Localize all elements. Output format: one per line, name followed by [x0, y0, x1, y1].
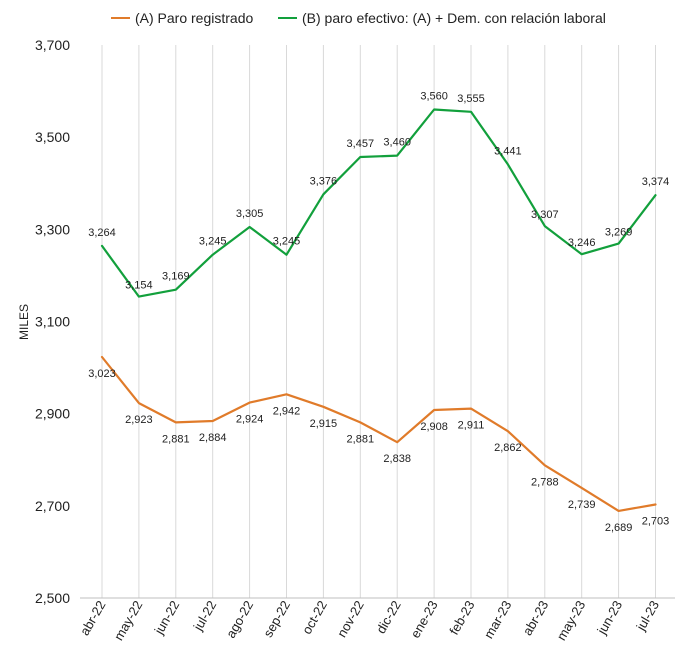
data-label-paro-registrado: 2,838 [383, 453, 411, 465]
data-label-paro-registrado: 3,023 [88, 368, 116, 380]
data-label-paro-registrado: 2,942 [273, 405, 301, 417]
x-tick-label-dic-22: dic-22 [373, 598, 404, 636]
data-label-paro-registrado: 2,703 [642, 515, 670, 527]
data-label-paro-efectivo: 3,460 [383, 137, 411, 149]
data-label-paro-efectivo: 3,246 [568, 237, 596, 249]
data-label-paro-registrado: 2,915 [310, 418, 338, 430]
series-line-paro-efectivo [100, 108, 657, 298]
legend-label-paro-registrado: (A) Paro registrado [135, 10, 253, 26]
x-tick-label-abr-22: abr-22 [77, 598, 109, 638]
y-tick-label: 2,900 [35, 406, 70, 422]
x-tick-label-jun-22: jun-22 [151, 598, 183, 638]
x-tick-label-feb-23: feb-23 [446, 598, 477, 637]
x-tick-label-jul-22: jul-22 [190, 598, 219, 634]
x-tick-label-oct-22: oct-22 [299, 598, 330, 637]
y-tick-label: 2,500 [35, 590, 70, 606]
data-label-paro-efectivo: 3,269 [605, 227, 633, 239]
data-label-paro-registrado: 2,923 [125, 414, 153, 426]
y-tick-label: 3,300 [35, 221, 70, 237]
data-label-paro-registrado: 2,911 [458, 420, 485, 432]
data-label-paro-efectivo: 3,307 [531, 209, 559, 221]
data-label-paro-efectivo: 3,560 [420, 91, 448, 103]
x-tick-label-may-23: may-23 [554, 598, 589, 643]
data-label-paro-efectivo: 3,374 [642, 176, 670, 188]
x-tick-label-may-22: may-22 [111, 598, 146, 643]
legend-label-paro-efectivo: (B) paro efectivo: (A) + Dem. con relaci… [302, 10, 606, 26]
data-label-paro-efectivo: 3,457 [347, 138, 375, 150]
data-label-paro-registrado: 2,924 [236, 414, 264, 426]
data-label-paro-efectivo: 3,376 [310, 175, 338, 187]
data-label-paro-registrado: 2,788 [531, 476, 559, 488]
vertical-gridlines [101, 45, 656, 598]
x-axis-tick-labels: abr-22 may-22 jun-22 jul-22 ago-22 sep-22 oct-… [77, 598, 662, 643]
data-label-paro-efectivo: 3,245 [273, 236, 301, 248]
x-tick-label-abr-23: abr-23 [520, 598, 552, 638]
data-label-paro-registrado: 2,884 [199, 432, 227, 444]
data-label-paro-efectivo: 3,245 [199, 236, 227, 248]
data-label-paro-registrado: 2,881 [162, 433, 190, 445]
y-axis-title: MILES [17, 304, 31, 340]
data-label-paro-efectivo: 3,305 [236, 208, 264, 220]
y-tick-label: 3,100 [35, 314, 70, 330]
y-axis-tick-labels: 2,500 2,700 2,900 3,100 3,300 3,500 3,700 [35, 37, 70, 606]
series-line-paro-registrado [100, 355, 657, 512]
data-label-paro-registrado: 2,739 [568, 499, 596, 511]
x-tick-label-nov-22: nov-22 [334, 598, 367, 640]
legend: (A) Paro registrado (B) paro efectivo: (… [111, 10, 606, 26]
series-lines [100, 108, 657, 512]
x-tick-label-mar-23: mar-23 [481, 598, 515, 641]
data-labels: 3,023 2,923 2,881 2,884 2,924 2,942 2,915 2,881… [88, 91, 669, 534]
y-tick-label: 3,700 [35, 37, 70, 53]
data-label-paro-efectivo: 3,264 [88, 227, 116, 239]
x-tick-label-sep-22: sep-22 [260, 598, 293, 640]
data-label-paro-efectivo: 3,169 [162, 271, 190, 283]
y-tick-label: 3,500 [35, 129, 70, 145]
data-label-paro-registrado: 2,908 [420, 421, 448, 433]
x-tick-label-jun-23: jun-23 [594, 598, 626, 638]
x-tick-label-ago-22: ago-22 [223, 598, 256, 641]
data-label-paro-efectivo: 3,154 [125, 280, 153, 292]
data-label-paro-efectivo: 3,555 [457, 93, 485, 105]
x-tick-label-jul-23: jul-23 [633, 598, 662, 634]
x-tick-label-ene-23: ene-23 [407, 598, 440, 641]
data-label-paro-registrado: 2,689 [605, 522, 633, 534]
data-label-paro-registrado: 2,881 [347, 433, 375, 445]
data-label-paro-efectivo: 3,441 [494, 145, 522, 157]
y-tick-label: 2,700 [35, 498, 70, 514]
data-label-paro-registrado: 2,862 [494, 442, 522, 454]
